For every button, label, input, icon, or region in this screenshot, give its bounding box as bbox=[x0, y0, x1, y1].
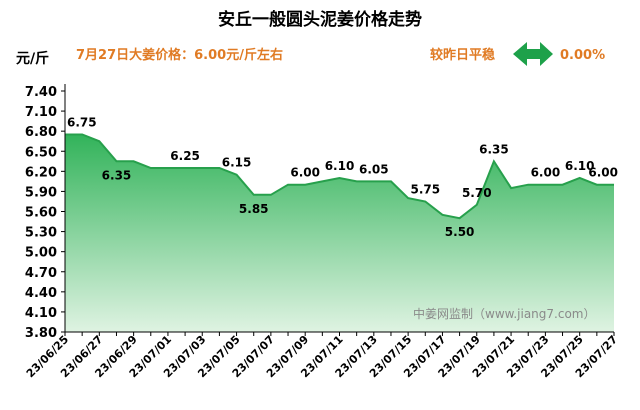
data-label: 6.00 bbox=[531, 166, 561, 180]
y-tick-label: 5.90 bbox=[25, 185, 57, 200]
data-label: 6.15 bbox=[222, 156, 252, 170]
unit-label: 元/斤 bbox=[16, 50, 49, 67]
y-tick-label: 5.00 bbox=[25, 246, 57, 261]
data-label: 6.00 bbox=[588, 166, 618, 180]
data-label: 6.25 bbox=[170, 149, 200, 163]
chart-title: 安丘一般圆头泥姜价格走势 bbox=[218, 9, 422, 30]
double-arrow-icon bbox=[513, 42, 553, 66]
y-tick-label: 7.40 bbox=[25, 85, 57, 100]
data-label: 6.10 bbox=[325, 159, 355, 173]
data-label: 6.35 bbox=[479, 142, 509, 156]
data-label: 6.10 bbox=[565, 159, 595, 173]
compare-label: 较昨日平稳 bbox=[430, 47, 495, 63]
y-tick-label: 7.10 bbox=[25, 105, 57, 120]
data-label: 6.35 bbox=[102, 168, 132, 182]
data-labels: 6.756.356.25 6.155.856.00 6.10 6.055.755.50… bbox=[67, 116, 618, 240]
change-percent: 0.00% bbox=[560, 48, 605, 63]
y-tick-label: 4.40 bbox=[25, 286, 57, 301]
y-tick-label: 6.20 bbox=[25, 165, 57, 180]
y-tick-label: 4.70 bbox=[25, 266, 57, 281]
data-label: 5.70 bbox=[462, 186, 492, 200]
y-tick-label: 5.30 bbox=[25, 226, 57, 241]
data-label: 5.85 bbox=[239, 202, 269, 216]
price-area bbox=[65, 134, 614, 332]
data-label: 6.00 bbox=[290, 166, 320, 180]
y-axis: 7.40 7.10 6.80 6.50 6.20 5.90 5.60 5.30 5.00 4.70… bbox=[25, 84, 66, 341]
watermark: 中姜网监制（www.jiang7.com） bbox=[413, 306, 595, 321]
y-tick-label: 6.50 bbox=[25, 145, 57, 160]
data-label: 6.75 bbox=[67, 116, 97, 130]
plot-area bbox=[65, 133, 614, 332]
data-label: 5.50 bbox=[445, 225, 475, 239]
data-label: 6.05 bbox=[359, 162, 389, 176]
y-tick-label: 5.60 bbox=[25, 206, 57, 221]
y-tick-label: 3.80 bbox=[25, 326, 57, 341]
price-summary: 7月27日大姜价格：6.00元/斤左右 bbox=[76, 47, 283, 63]
y-tick-label: 4.10 bbox=[25, 306, 57, 321]
y-tick-label: 6.80 bbox=[25, 125, 57, 140]
x-axis: 23/06/2523/06/2723/06/2923/07/0123/07/03… bbox=[24, 331, 620, 380]
data-label: 5.75 bbox=[410, 182, 440, 196]
price-line bbox=[65, 133, 614, 220]
